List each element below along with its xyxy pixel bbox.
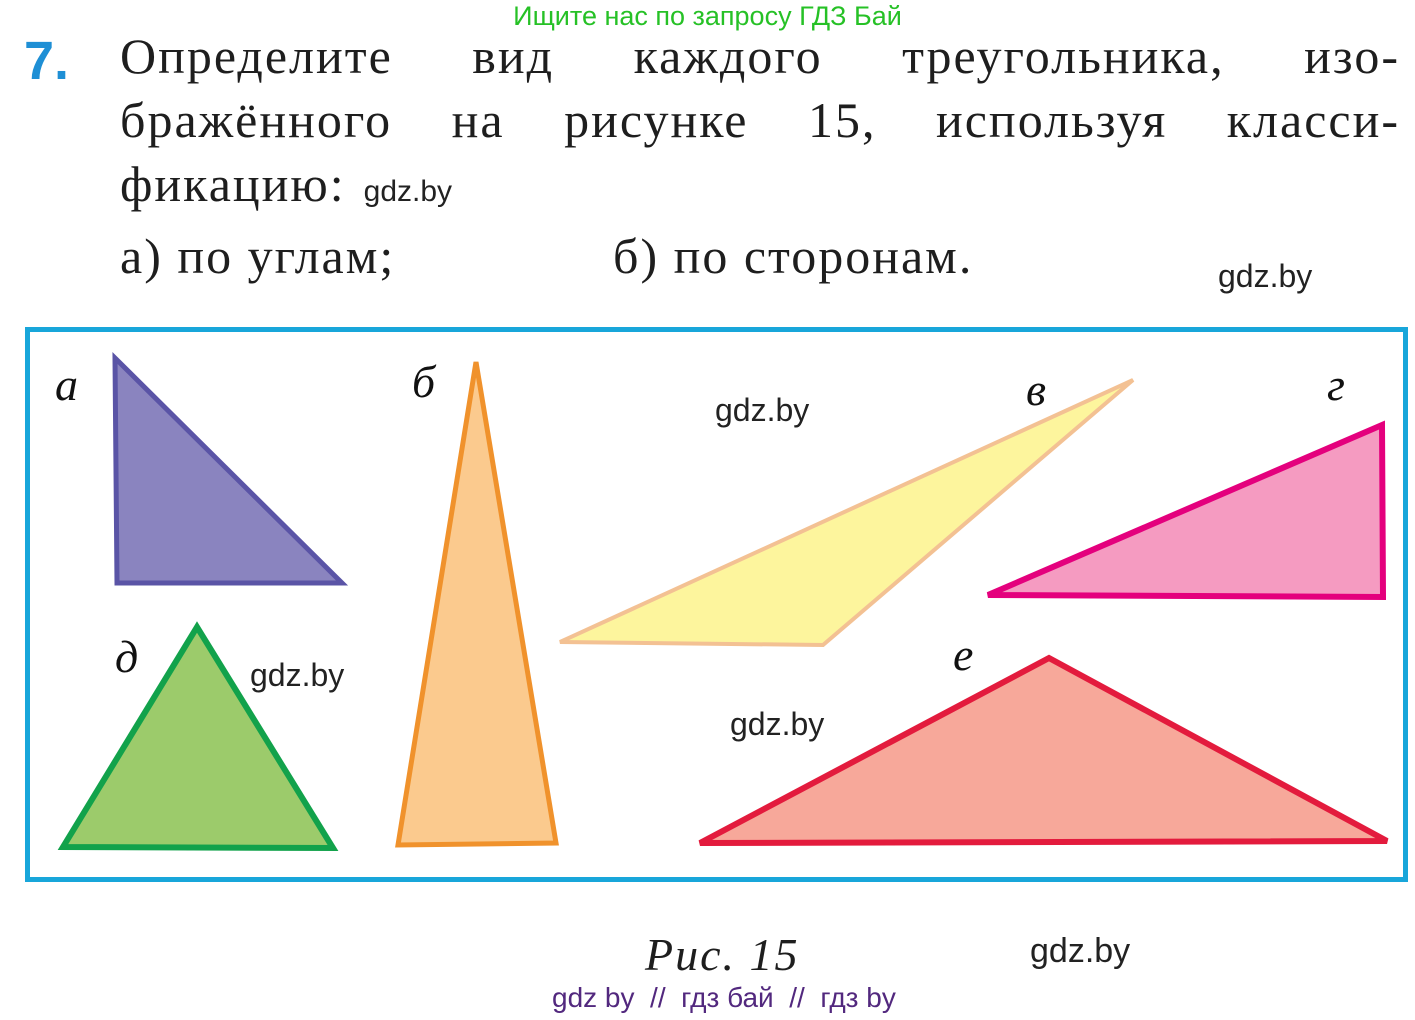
subitem-a-label: а) по углам; (120, 228, 396, 284)
problem-line-2: бражённого на рисунке 15, используя клас… (120, 92, 1400, 148)
top-banner-text: Ищите нас по запросу ГДЗ Бай (513, 1, 902, 31)
figure-caption: Рис. 15 (645, 929, 800, 980)
triangle-e-shape (698, 654, 1389, 846)
triangle-e-label: е (953, 629, 973, 680)
triangle-v-shape (559, 378, 1135, 648)
gdz-watermark-caption: gdz.by (1030, 932, 1131, 970)
gdz-watermark-right: gdz.by (1218, 258, 1313, 294)
subitem-b-label: б) по сторонам. (613, 228, 974, 284)
gdz-watermark-inline: gdz.by (363, 175, 453, 208)
gdz-watermark-figure-2: gdz.by (250, 657, 344, 693)
problem-line-3: фикацию: gdz.by (120, 152, 1400, 224)
gdz-watermark-figure-3: gdz.by (730, 706, 824, 742)
triangle-a-shape (112, 351, 349, 586)
problem-number: 7. (24, 31, 70, 91)
triangle-d-shape (57, 621, 339, 852)
triangle-b-shape (395, 361, 559, 848)
problem-statement: Определите вид каждого треугольника, изо… (120, 24, 1400, 288)
triangle-g-label: г (1327, 359, 1345, 410)
triangle-b-label: б (412, 356, 437, 407)
triangle-v-label: в (1026, 364, 1046, 415)
problem-line-1: Определите вид каждого треугольника, изо… (120, 28, 1400, 84)
footer-watermark-text: gdz by // гдз бай // гдз by (552, 982, 896, 1013)
gdz-watermark-figure-1: gdz.by (715, 392, 809, 428)
problem-line-4: а) по углам; б) по сторонам. (120, 224, 1400, 288)
triangle-d-label: д (115, 631, 138, 682)
figure-15-canvas: а б в г д е gdz.by gdz.by gdz.by (55, 351, 1389, 852)
problem-line-3-text: фикацию: (120, 156, 346, 212)
triangle-a-label: а (55, 359, 78, 410)
figure-15-box: а б в г д е gdz.by gdz.by gdz.by (25, 327, 1408, 882)
triangle-g-shape (986, 420, 1387, 601)
